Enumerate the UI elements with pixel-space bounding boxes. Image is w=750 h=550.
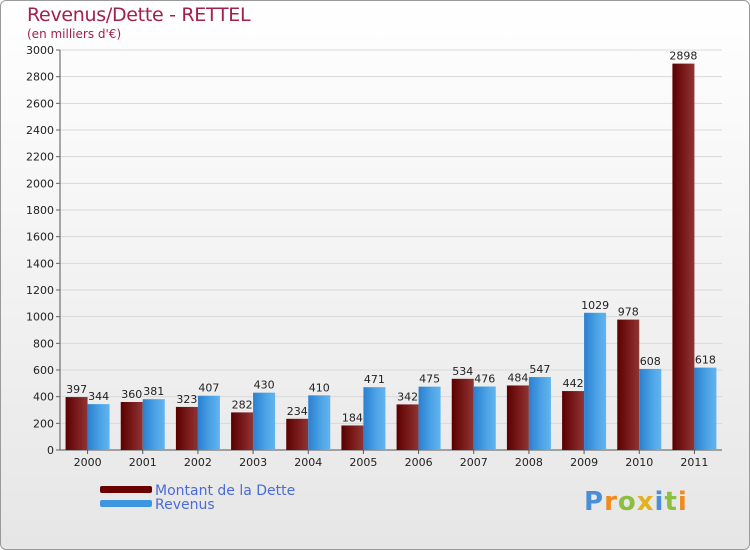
x-tick-label: 2005 [349, 456, 377, 469]
x-tick-label: 2007 [460, 456, 488, 469]
proxiti-logo: Proxiti [584, 487, 688, 517]
x-tick-label: 2002 [184, 456, 212, 469]
bar-dette [506, 385, 529, 450]
y-tick-label: 1000 [26, 311, 54, 324]
y-tick-label: 0 [47, 444, 54, 457]
data-label-dette: 2898 [669, 50, 697, 63]
data-label-dette: 323 [176, 393, 197, 406]
bar-dette [231, 412, 254, 450]
x-tick-label: 2008 [515, 456, 543, 469]
legend-swatch-dette [100, 486, 152, 493]
bar-dette [451, 378, 474, 450]
data-label-revenus: 547 [529, 363, 550, 376]
x-tick-label: 2010 [625, 456, 653, 469]
y-tick-label: 1600 [26, 231, 54, 244]
data-label-dette: 234 [287, 405, 308, 418]
bar-revenus [584, 312, 607, 450]
bar-revenus [308, 395, 331, 450]
bar-revenus [197, 395, 220, 450]
data-label-dette: 397 [66, 383, 87, 396]
y-tick-label: 1800 [26, 204, 54, 217]
bar-revenus [694, 367, 717, 450]
y-tick-label: 1200 [26, 284, 54, 297]
data-label-revenus: 407 [198, 382, 219, 395]
data-label-revenus: 344 [88, 390, 109, 403]
chart-subtitle: (en milliers d'€) [27, 27, 122, 41]
bar-revenus [473, 386, 496, 450]
data-label-revenus: 410 [309, 381, 330, 394]
legend-swatch-revenus [100, 500, 152, 507]
data-label-dette: 442 [563, 377, 584, 390]
bar-dette [65, 397, 88, 450]
data-label-revenus: 430 [254, 379, 275, 392]
data-label-dette: 184 [342, 411, 363, 424]
bar-revenus [418, 386, 441, 450]
x-tick-label: 2009 [570, 456, 598, 469]
bar-dette [341, 425, 364, 450]
data-label-dette: 282 [232, 398, 253, 411]
bar-dette [396, 404, 419, 450]
data-label-dette: 484 [507, 371, 528, 384]
y-tick-label: 2200 [26, 151, 54, 164]
bar-revenus [253, 392, 276, 450]
y-tick-label: 2400 [26, 124, 54, 137]
y-tick-label: 2800 [26, 71, 54, 84]
y-tick-label: 800 [33, 337, 54, 350]
chart-title: Revenus/Dette - RETTEL [27, 4, 251, 26]
data-label-dette: 342 [397, 390, 418, 403]
data-label-revenus: 476 [474, 373, 495, 386]
data-label-revenus: 1029 [581, 299, 609, 312]
x-tick-label: 2011 [680, 456, 708, 469]
data-label-revenus: 381 [143, 385, 164, 398]
data-label-revenus: 618 [695, 354, 716, 367]
y-tick-label: 3000 [26, 44, 54, 57]
bar-revenus [528, 377, 551, 450]
legend-label-revenus: Revenus [155, 497, 215, 513]
data-label-revenus: 475 [419, 373, 440, 386]
bar-dette [175, 406, 198, 450]
data-label-dette: 360 [121, 388, 142, 401]
data-label-revenus: 608 [640, 355, 661, 368]
legend-label-dette: Montant de la Dette [155, 483, 296, 499]
x-tick-label: 2001 [129, 456, 157, 469]
bar-dette [617, 319, 640, 450]
y-tick-label: 600 [33, 364, 54, 377]
data-label-revenus: 471 [364, 373, 385, 386]
bar-revenus [639, 368, 662, 450]
y-tick-label: 2600 [26, 97, 54, 110]
x-tick-label: 2003 [239, 456, 267, 469]
data-label-dette: 978 [618, 306, 639, 319]
x-tick-label: 2004 [294, 456, 322, 469]
bar-revenus [363, 387, 386, 450]
y-tick-label: 2000 [26, 177, 54, 190]
bar-dette [562, 391, 585, 450]
data-label-dette: 534 [452, 365, 473, 378]
bar-dette [120, 402, 143, 450]
y-tick-label: 1400 [26, 257, 54, 270]
bar-dette [286, 418, 309, 450]
bar-revenus [142, 399, 165, 450]
y-tick-label: 400 [33, 391, 54, 404]
x-tick-label: 2000 [74, 456, 102, 469]
bar-revenus [87, 404, 110, 450]
y-tick-label: 200 [33, 417, 54, 430]
x-tick-label: 2006 [405, 456, 433, 469]
bar-dette [672, 63, 695, 450]
